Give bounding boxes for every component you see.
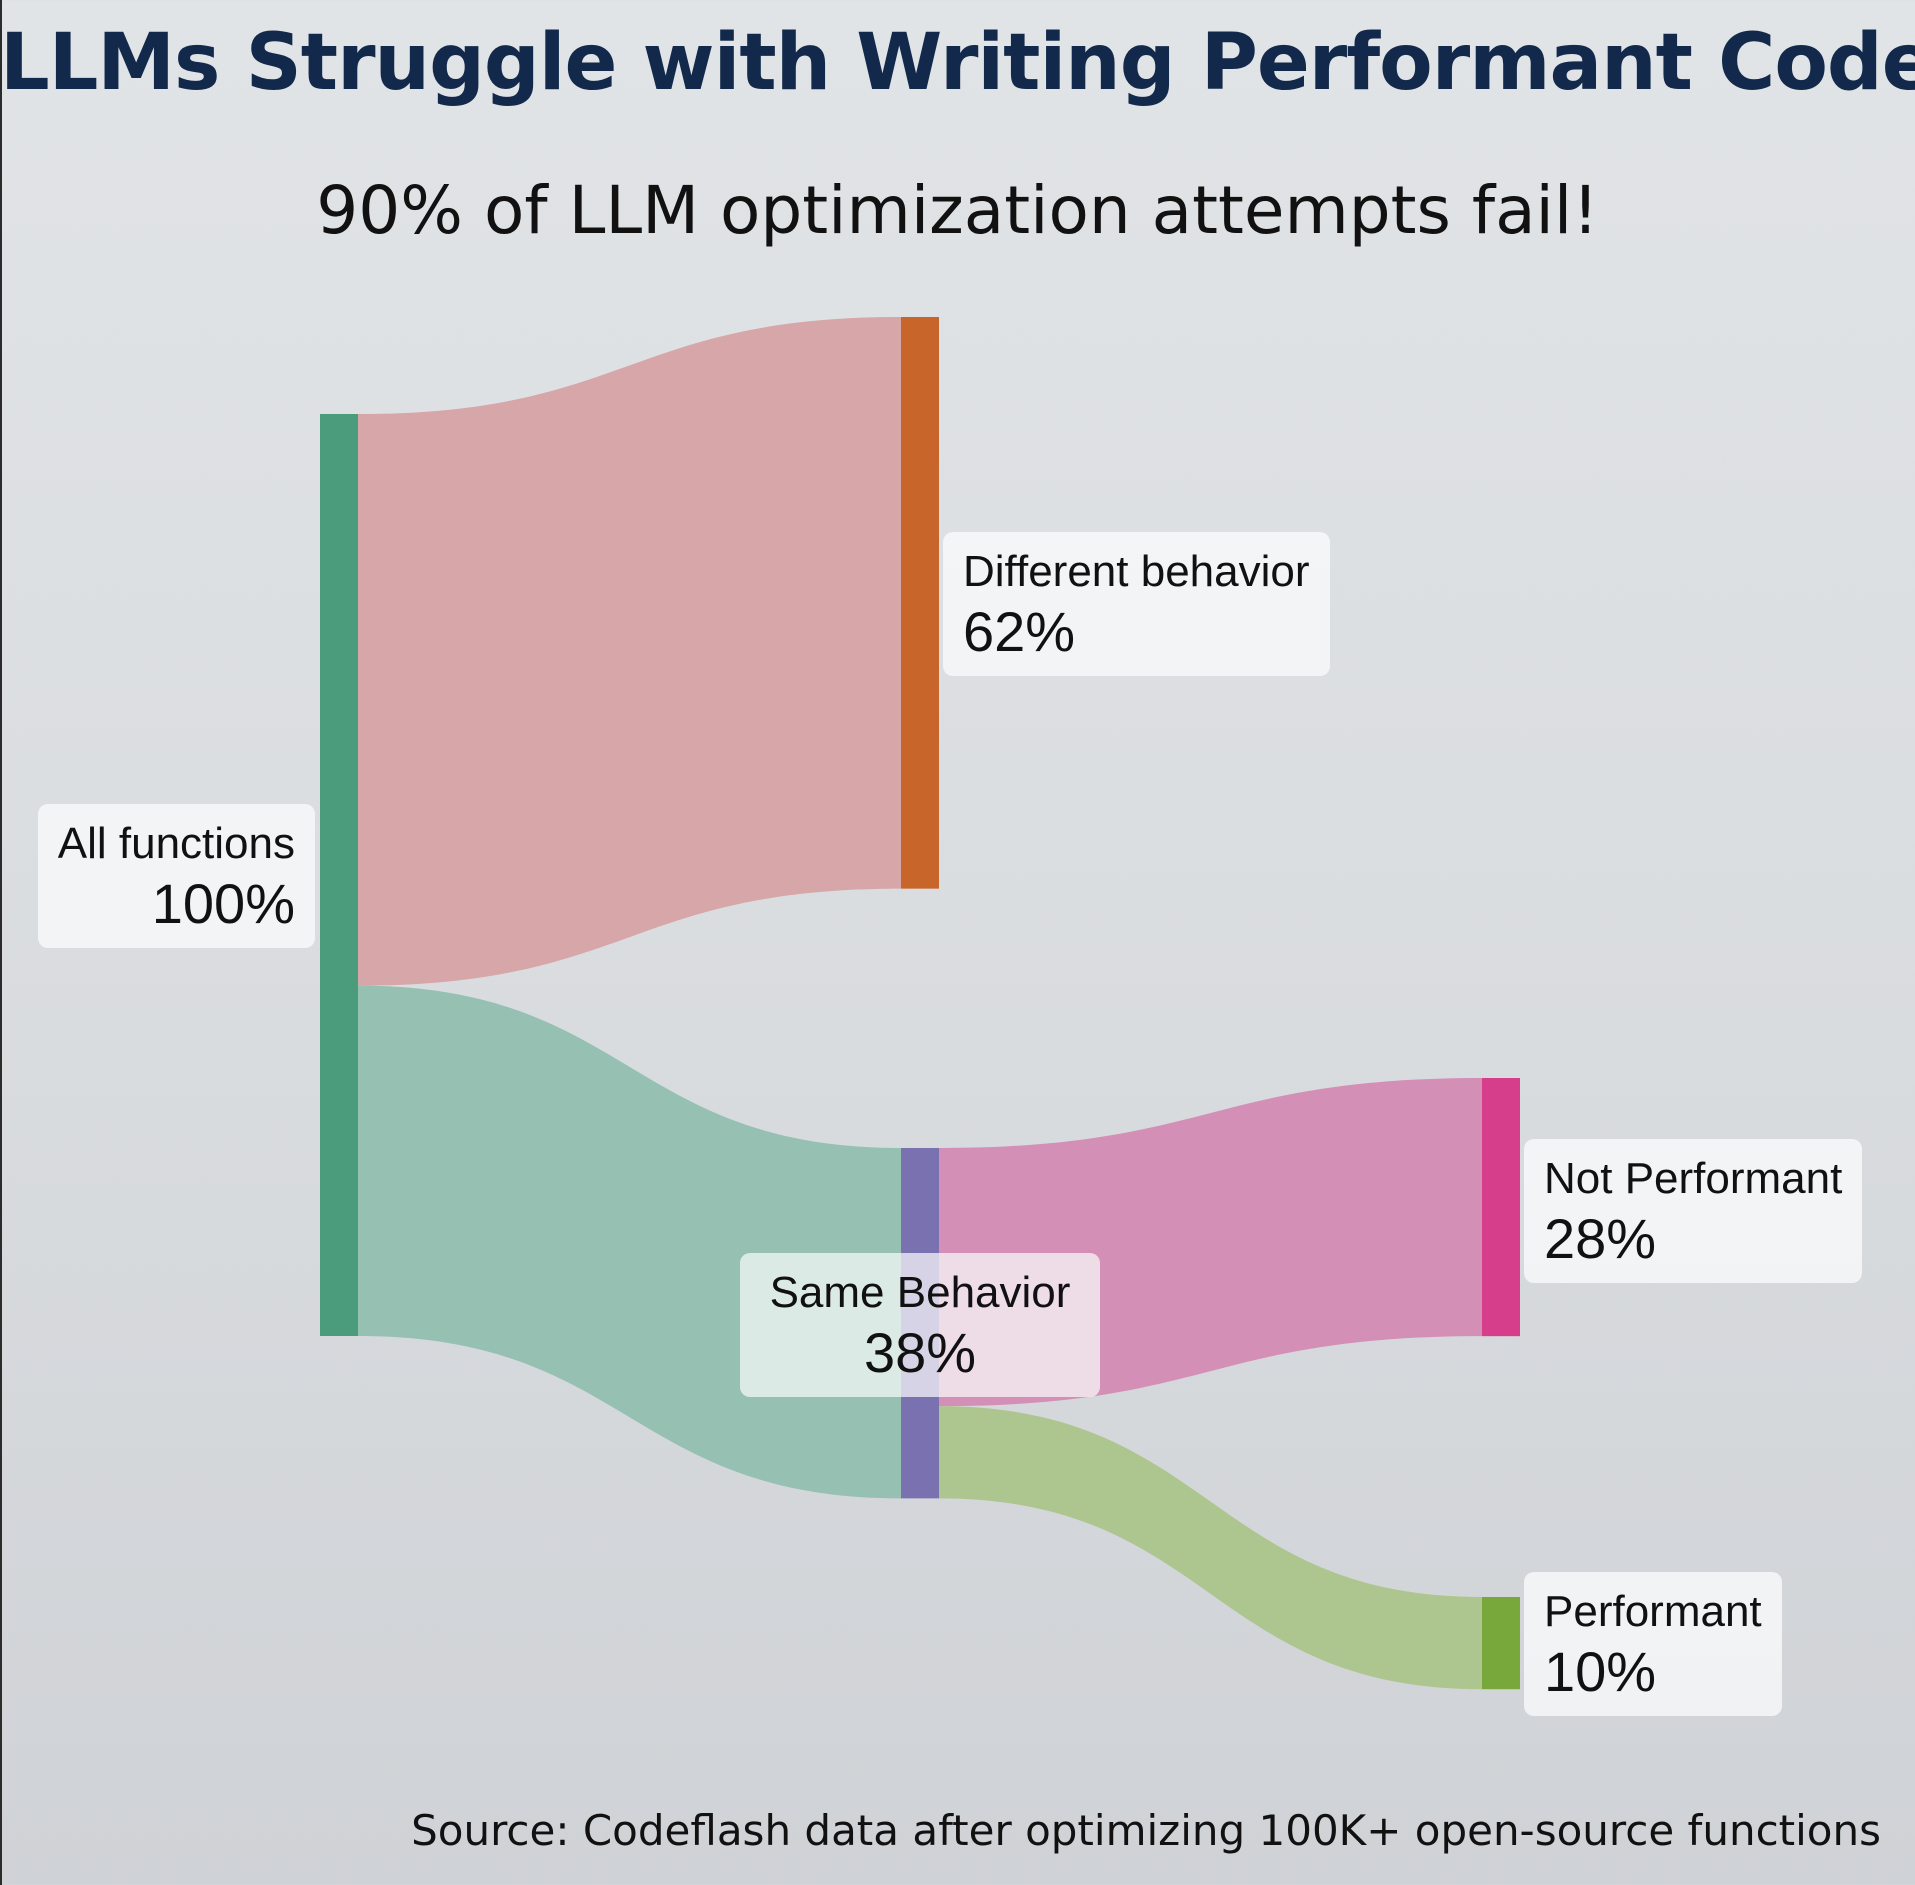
flow-all-to-same xyxy=(358,985,901,1499)
node-label-not-performant-value: 28% xyxy=(1544,1207,1657,1270)
left-border xyxy=(0,0,2,1885)
node-bar-not-performant xyxy=(1482,1078,1520,1337)
node-label-same-value: 38% xyxy=(863,1321,977,1384)
node-label-not-performant: Not Performant 28% xyxy=(1524,1139,1863,1283)
node-label-performant: Performant 10% xyxy=(1524,1572,1782,1716)
node-label-different-value: 62% xyxy=(963,600,1076,663)
node-label-different: Different behavior 62% xyxy=(943,532,1330,676)
node-label-performant-value: 10% xyxy=(1544,1640,1657,1703)
node-label-same: Same Behavior 38% xyxy=(740,1253,1100,1397)
node-label-all: All functions 100% xyxy=(37,804,315,948)
node-label-all-name: All functions xyxy=(57,819,295,868)
source-note: Source: Codeflash data after optimizing … xyxy=(411,1806,1881,1855)
node-label-not-performant-name: Not Performant xyxy=(1544,1154,1843,1203)
node-label-same-name: Same Behavior xyxy=(769,1268,1071,1317)
node-bar-different xyxy=(901,317,939,889)
node-label-performant-name: Performant xyxy=(1544,1587,1762,1636)
flow-same-to-performant xyxy=(939,1406,1482,1690)
node-bar-performant xyxy=(1482,1597,1520,1690)
node-label-all-value: 100% xyxy=(151,872,295,935)
node-label-different-name: Different behavior xyxy=(963,547,1310,596)
page-title: LLMs Struggle with Writing Performant Co… xyxy=(0,18,1915,108)
page-subtitle: 90% of LLM optimization attempts fail! xyxy=(316,172,1599,249)
flow-all-to-different xyxy=(358,317,901,986)
node-bar-all xyxy=(320,414,358,1336)
